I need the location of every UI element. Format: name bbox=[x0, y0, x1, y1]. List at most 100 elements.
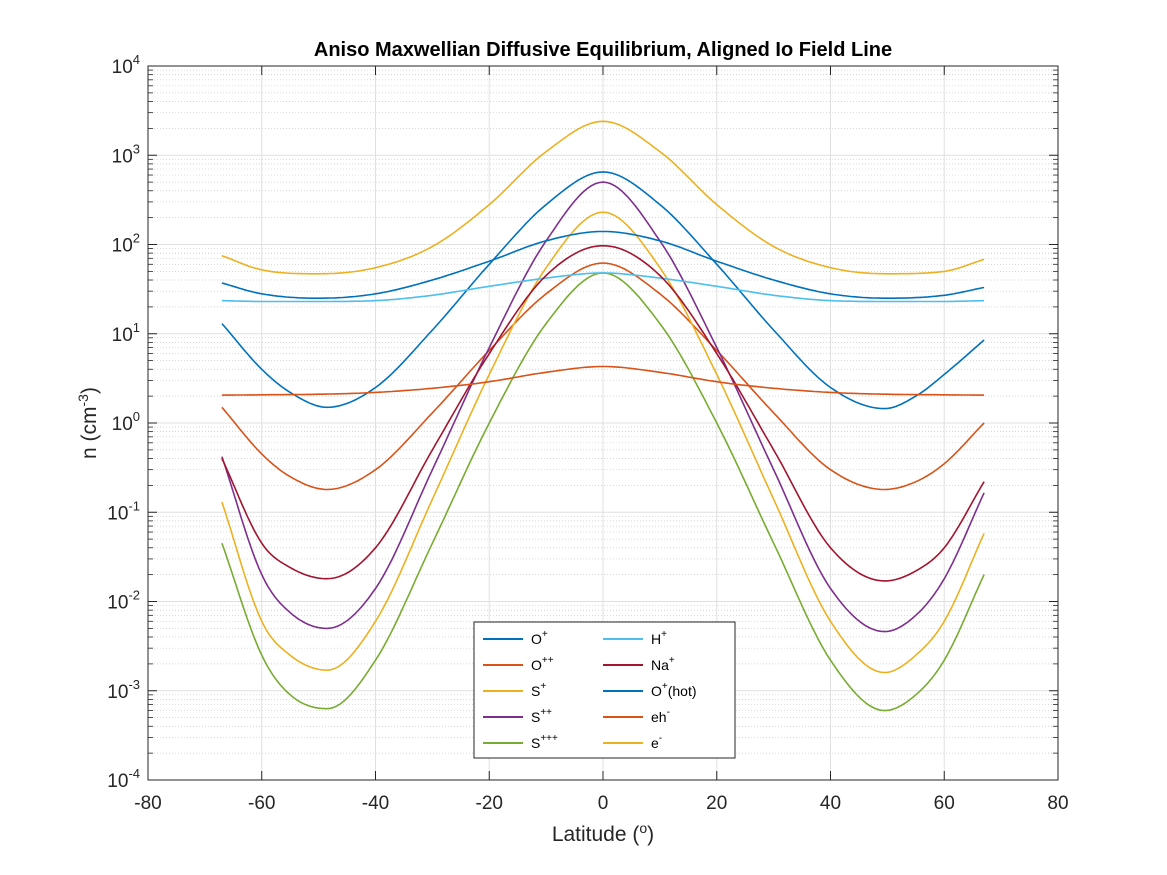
legend-label-sup: - bbox=[659, 733, 662, 744]
y-tick-label-base: 10 bbox=[112, 325, 133, 346]
legend-entry-e-: e- bbox=[603, 733, 662, 751]
legend-label-base: H bbox=[651, 631, 661, 647]
y-tick-label-exp: 4 bbox=[133, 52, 140, 67]
y-tick-label: 10-1 bbox=[107, 498, 140, 524]
x-tick-label: -20 bbox=[476, 793, 503, 814]
legend-label-sup: - bbox=[667, 707, 670, 718]
legend-label-base: eh bbox=[651, 709, 667, 725]
series-line-S++ bbox=[221, 181, 985, 633]
y-tick-label-exp: 3 bbox=[133, 141, 140, 156]
legend-label-suffix: (hot) bbox=[668, 683, 697, 699]
series-line-O++ bbox=[221, 262, 985, 491]
legend-label-sup: + bbox=[662, 681, 668, 692]
series-line-S+ bbox=[221, 211, 985, 674]
y-tick-label-base: 10 bbox=[112, 146, 133, 167]
legend-label-base: S bbox=[531, 709, 540, 725]
series-line-O+ bbox=[221, 171, 985, 410]
legend-items: O+O++S+S++S+++H+Na+O+(hot)eh-e- bbox=[483, 629, 697, 751]
legend-entry-O+(hot): O+(hot) bbox=[603, 681, 697, 699]
legend-label: H+ bbox=[651, 629, 667, 647]
legend-label-base: S bbox=[531, 683, 540, 699]
x-tick-label: 0 bbox=[598, 793, 609, 814]
legend-label-sup: + bbox=[669, 655, 675, 666]
legend-entry-Na+: Na+ bbox=[603, 655, 675, 673]
legend-label: O++ bbox=[531, 655, 554, 673]
legend-label-base: Na bbox=[651, 657, 669, 673]
y-tick-label: 10-4 bbox=[107, 766, 140, 792]
legend-entry-S+: S+ bbox=[483, 681, 546, 699]
curves bbox=[221, 120, 985, 712]
legend: O+O++S+S++S+++H+Na+O+(hot)eh-e- bbox=[473, 621, 736, 759]
legend-label-base: S bbox=[531, 735, 540, 751]
legend-label-sup: + bbox=[540, 681, 546, 692]
y-tick-label: 100 bbox=[112, 409, 140, 435]
series-line-e- bbox=[221, 120, 985, 275]
x-axis-label-main: Latitude ( bbox=[552, 823, 640, 846]
series-line-Na+ bbox=[221, 244, 985, 582]
legend-label: S++ bbox=[531, 707, 552, 725]
x-tick-label: 20 bbox=[706, 793, 727, 814]
legend-entry-O+: O+ bbox=[483, 629, 548, 647]
y-tick-label-base: 10 bbox=[107, 593, 128, 614]
x-axis-label: Latitude (o) bbox=[552, 820, 654, 846]
legend-entry-H+: H+ bbox=[603, 629, 667, 647]
legend-label: Na+ bbox=[651, 655, 675, 673]
legend-label-sup: ++ bbox=[540, 707, 552, 718]
y-tick-label: 101 bbox=[112, 320, 140, 346]
x-tick-label: 40 bbox=[820, 793, 841, 814]
y-axis-label-main: n (cm bbox=[78, 406, 101, 459]
ticks bbox=[147, 65, 1059, 781]
y-tick-label-base: 10 bbox=[107, 503, 128, 524]
series-line-eh- bbox=[221, 365, 985, 396]
legend-label: O+ bbox=[531, 629, 548, 647]
y-tick-label: 10-2 bbox=[107, 588, 140, 614]
series-line-O+(hot) bbox=[221, 230, 985, 299]
y-tick-label-exp: -3 bbox=[128, 677, 140, 692]
y-tick-label-exp: -2 bbox=[128, 588, 140, 603]
legend-entry-eh-: eh- bbox=[603, 707, 670, 725]
legend-label-base: e bbox=[651, 735, 659, 751]
x-tick-label: -40 bbox=[362, 793, 389, 814]
y-tick-label: 10-3 bbox=[107, 677, 140, 703]
legend-label: S+ bbox=[531, 681, 546, 699]
series-line-H+ bbox=[221, 272, 985, 303]
y-tick-label-base: 10 bbox=[107, 771, 128, 792]
legend-entry-S+++: S+++ bbox=[483, 733, 558, 751]
legend-label-base: O bbox=[531, 631, 542, 647]
y-tick-label-base: 10 bbox=[112, 236, 133, 257]
x-tick-label: 60 bbox=[934, 793, 955, 814]
y-tick-label-exp: 1 bbox=[133, 320, 140, 335]
y-axis-label: n (cm-3) bbox=[75, 387, 101, 459]
x-axis-label-sup: o bbox=[639, 820, 647, 836]
x-tick-labels: -80 -60 -40 -20 0 20 40 60 80 bbox=[134, 793, 1068, 814]
y-tick-label: 102 bbox=[112, 231, 140, 257]
legend-label-sup: + bbox=[542, 629, 548, 640]
y-axis-label-end: ) bbox=[78, 387, 101, 394]
plot-area bbox=[147, 65, 1059, 781]
legend-entry-S++: S++ bbox=[483, 707, 552, 725]
y-tick-label-exp: 0 bbox=[133, 409, 140, 424]
x-axis-label-end: ) bbox=[647, 823, 654, 846]
legend-label: eh- bbox=[651, 707, 670, 725]
legend-label: S+++ bbox=[531, 733, 558, 751]
y-tick-label-exp: -1 bbox=[128, 498, 140, 513]
x-tick-label: -80 bbox=[134, 793, 161, 814]
y-tick-label-base: 10 bbox=[112, 414, 133, 435]
legend-label: e- bbox=[651, 733, 662, 751]
chart-title: Aniso Maxwellian Diffusive Equilibrium, … bbox=[314, 39, 892, 61]
y-tick-label: 104 bbox=[112, 52, 140, 78]
y-tick-label-base: 10 bbox=[107, 682, 128, 703]
x-tick-label: -60 bbox=[248, 793, 275, 814]
y-tick-label-exp: -4 bbox=[128, 766, 140, 781]
legend-label-base: O bbox=[651, 683, 662, 699]
legend-label-sup: + bbox=[661, 629, 667, 640]
y-tick-label: 103 bbox=[112, 141, 140, 167]
legend-entry-O++: O++ bbox=[483, 655, 554, 673]
legend-label-sup: +++ bbox=[540, 733, 558, 744]
x-tick-label: 80 bbox=[1047, 793, 1068, 814]
legend-label-base: O bbox=[531, 657, 542, 673]
y-tick-label-base: 10 bbox=[112, 57, 133, 78]
y-tick-label-exp: 2 bbox=[133, 231, 140, 246]
